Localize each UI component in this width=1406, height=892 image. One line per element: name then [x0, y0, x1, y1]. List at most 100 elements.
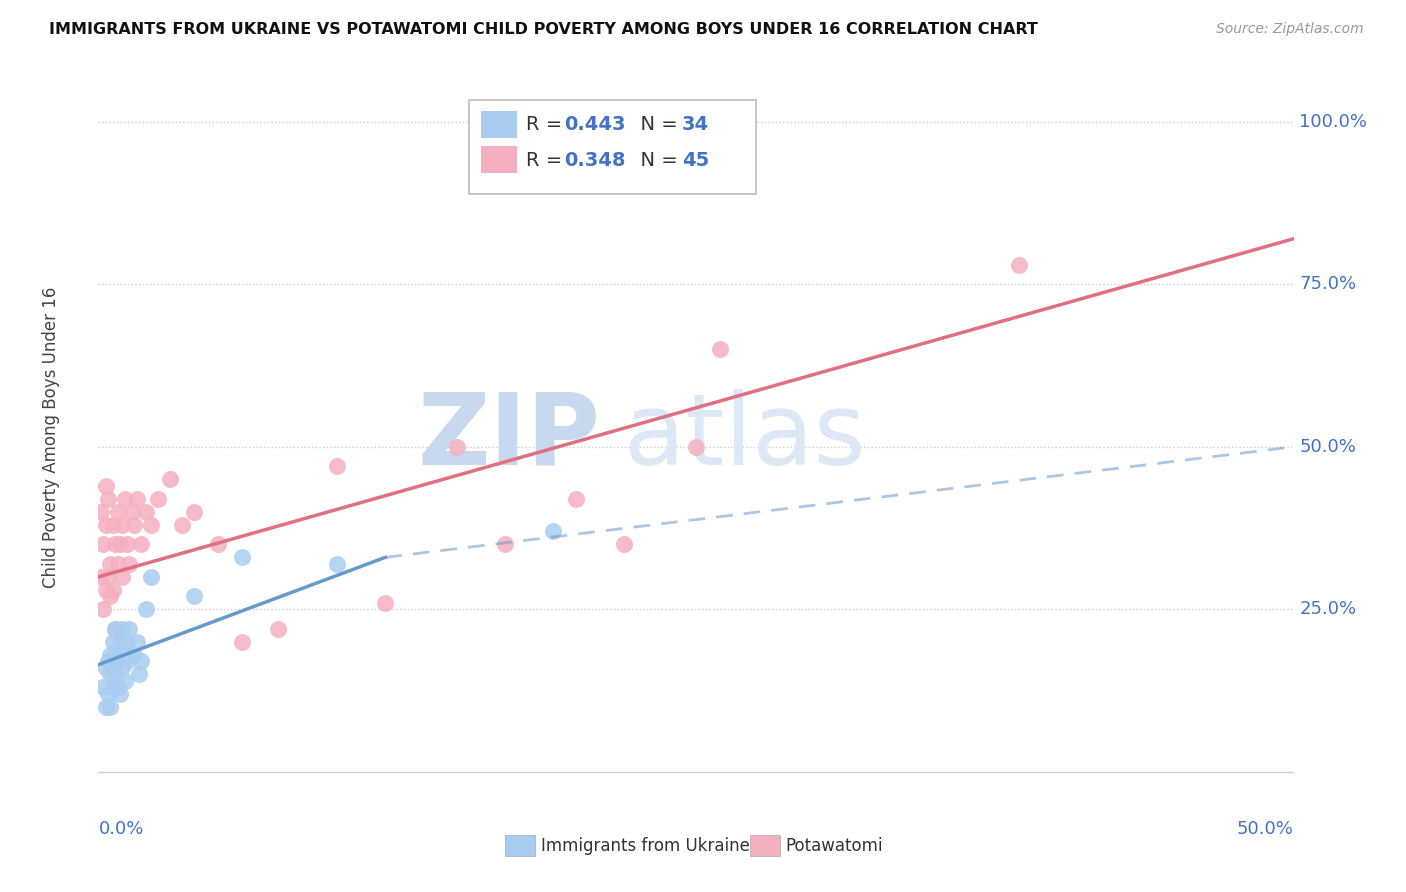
- Point: [135, 505, 157, 519]
- Point: [97, 687, 120, 701]
- Point: [125, 491, 148, 506]
- Point: [108, 635, 131, 649]
- Point: [90, 570, 112, 584]
- Point: [128, 667, 150, 681]
- Text: 0.443: 0.443: [565, 115, 626, 134]
- Text: 25.0%: 25.0%: [1299, 600, 1357, 618]
- Text: atlas: atlas: [624, 389, 866, 485]
- Point: [108, 537, 131, 551]
- Point: [114, 648, 136, 662]
- Text: 34: 34: [682, 115, 709, 134]
- Point: [104, 648, 127, 662]
- Text: R =: R =: [526, 151, 569, 169]
- Point: [565, 491, 588, 506]
- Point: [121, 505, 143, 519]
- Text: 50.0%: 50.0%: [1237, 820, 1294, 838]
- Point: [374, 596, 396, 610]
- Point: [90, 505, 112, 519]
- FancyBboxPatch shape: [749, 835, 780, 856]
- Text: N =: N =: [628, 115, 683, 134]
- Point: [148, 491, 170, 506]
- Point: [709, 343, 731, 357]
- Point: [111, 622, 134, 636]
- Text: 0.0%: 0.0%: [98, 820, 143, 838]
- Point: [125, 635, 148, 649]
- Point: [114, 673, 136, 688]
- Point: [494, 537, 516, 551]
- Point: [101, 582, 124, 597]
- Text: Child Poverty Among Boys Under 16: Child Poverty Among Boys Under 16: [42, 286, 59, 588]
- Text: 45: 45: [682, 151, 709, 169]
- Point: [118, 557, 141, 571]
- Point: [107, 557, 129, 571]
- Point: [326, 459, 349, 474]
- Point: [108, 687, 131, 701]
- Point: [267, 622, 290, 636]
- Point: [104, 537, 127, 551]
- Text: R =: R =: [526, 115, 569, 134]
- Point: [91, 602, 114, 616]
- Point: [101, 681, 124, 695]
- FancyBboxPatch shape: [470, 100, 756, 194]
- Point: [613, 537, 636, 551]
- Point: [139, 570, 162, 584]
- Point: [159, 472, 181, 486]
- Point: [101, 517, 124, 532]
- Text: IMMIGRANTS FROM UKRAINE VS POTAWATOMI CHILD POVERTY AMONG BOYS UNDER 16 CORRELAT: IMMIGRANTS FROM UKRAINE VS POTAWATOMI CH…: [49, 22, 1038, 37]
- FancyBboxPatch shape: [505, 835, 534, 856]
- Point: [94, 479, 117, 493]
- Point: [1008, 258, 1031, 272]
- Point: [104, 667, 127, 681]
- Text: 75.0%: 75.0%: [1299, 276, 1357, 293]
- Point: [107, 505, 129, 519]
- FancyBboxPatch shape: [481, 112, 517, 138]
- Point: [98, 667, 122, 681]
- Point: [115, 537, 138, 551]
- Text: 0.348: 0.348: [565, 151, 626, 169]
- FancyBboxPatch shape: [481, 146, 517, 173]
- Point: [118, 622, 141, 636]
- Point: [231, 635, 253, 649]
- Text: 50.0%: 50.0%: [1299, 438, 1357, 456]
- Point: [172, 517, 194, 532]
- Text: Immigrants from Ukraine: Immigrants from Ukraine: [541, 838, 749, 855]
- Point: [97, 654, 120, 668]
- Point: [97, 570, 120, 584]
- Text: Source: ZipAtlas.com: Source: ZipAtlas.com: [1216, 22, 1364, 37]
- Point: [124, 517, 146, 532]
- Point: [541, 524, 564, 539]
- Point: [111, 661, 134, 675]
- Point: [135, 602, 157, 616]
- Text: N =: N =: [628, 151, 683, 169]
- Point: [107, 654, 129, 668]
- Point: [98, 700, 122, 714]
- Point: [98, 590, 122, 604]
- Point: [97, 491, 120, 506]
- Point: [114, 491, 136, 506]
- Point: [231, 550, 253, 565]
- Point: [101, 635, 124, 649]
- Point: [446, 440, 468, 454]
- Point: [124, 648, 146, 662]
- Point: [94, 700, 117, 714]
- Point: [115, 654, 138, 668]
- Point: [183, 590, 205, 604]
- Point: [94, 661, 117, 675]
- Point: [91, 537, 114, 551]
- Point: [94, 582, 117, 597]
- Point: [131, 537, 153, 551]
- Point: [107, 681, 129, 695]
- Point: [139, 517, 162, 532]
- Point: [115, 635, 138, 649]
- Point: [98, 648, 122, 662]
- Point: [91, 681, 114, 695]
- Point: [111, 570, 134, 584]
- Text: Potawatomi: Potawatomi: [786, 838, 883, 855]
- Point: [183, 505, 205, 519]
- Point: [207, 537, 229, 551]
- Point: [131, 654, 153, 668]
- Point: [685, 440, 707, 454]
- Point: [94, 517, 117, 532]
- Point: [98, 557, 122, 571]
- Text: ZIP: ZIP: [418, 389, 600, 485]
